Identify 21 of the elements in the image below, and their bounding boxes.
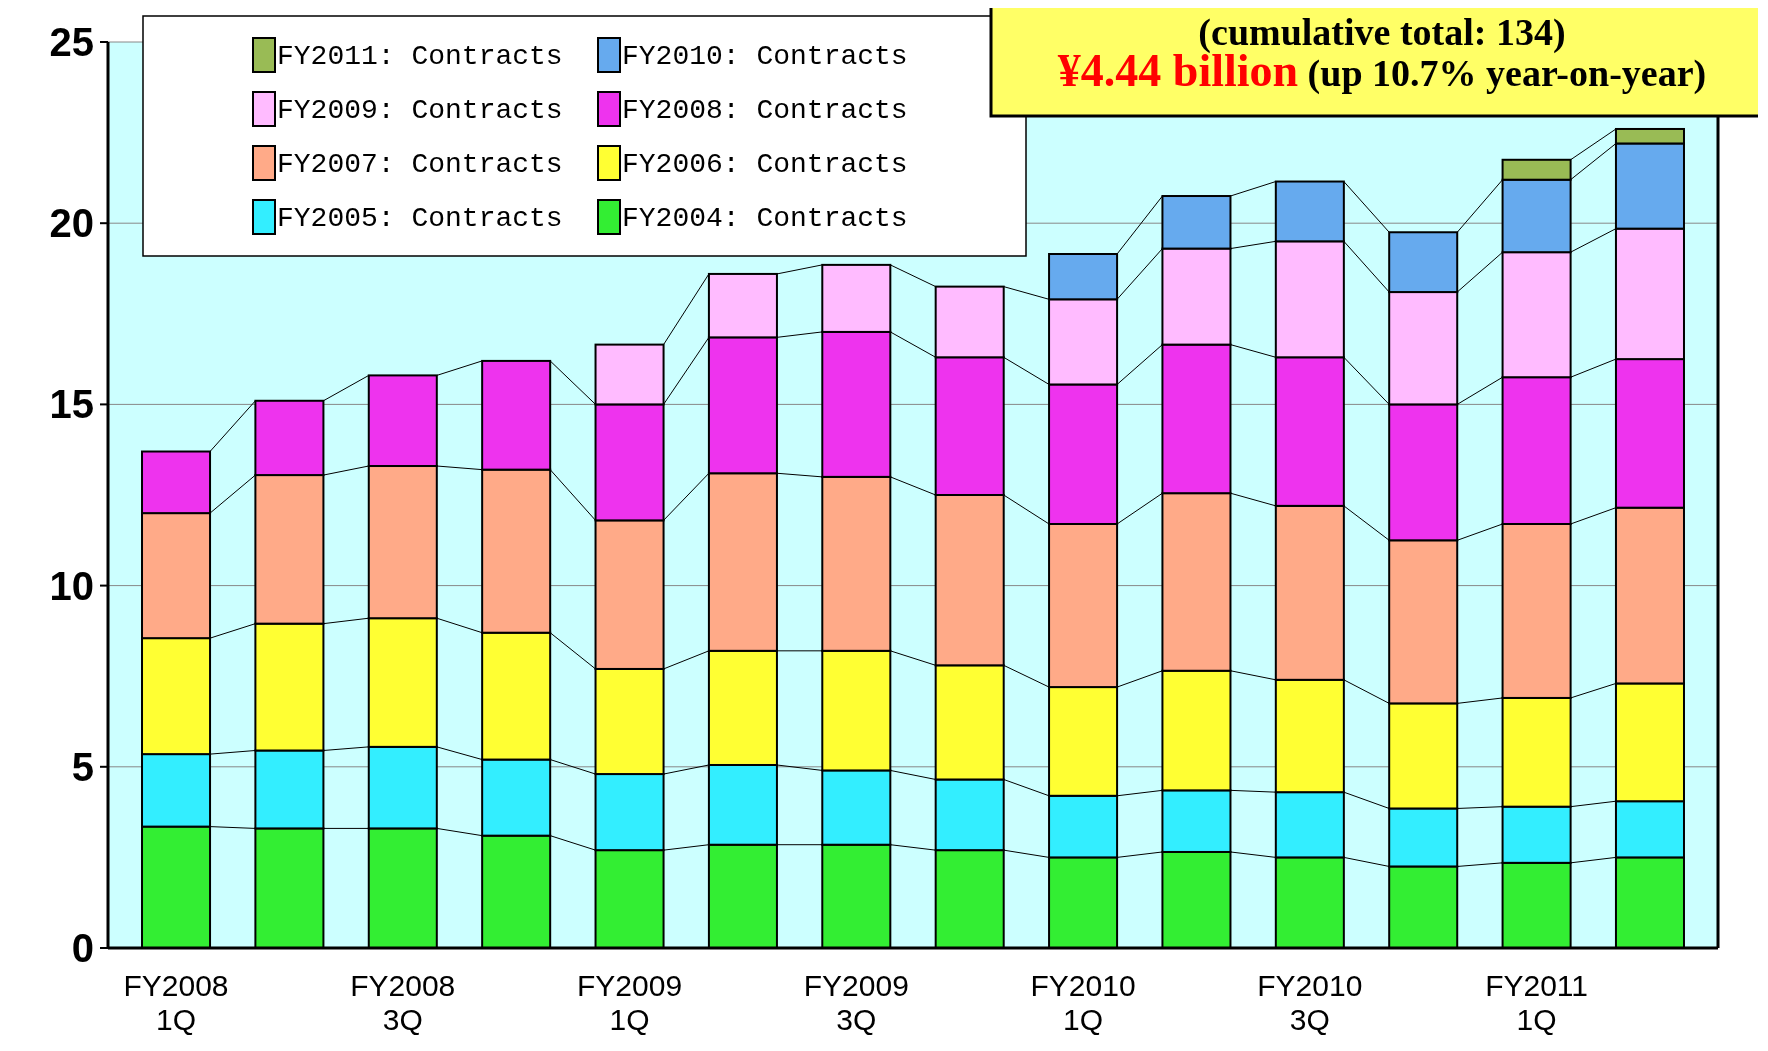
legend-label: FY2009: Contracts	[277, 94, 563, 126]
x-tick-label: FY2009 1Q	[577, 969, 683, 1036]
y-tick-label: 0	[71, 926, 94, 970]
x-tick-label: FY2008 3Q	[350, 969, 456, 1036]
y-tick-label: 5	[71, 744, 94, 789]
legend-label: FY2004: Contracts	[622, 202, 908, 234]
y-tick-label: 25	[49, 20, 94, 64]
x-tick-label: FY2011 1Q	[1485, 969, 1589, 1036]
legend-label: FY2007: Contracts	[277, 148, 563, 180]
y-tick-label: 10	[49, 563, 94, 608]
legend-label: FY2008: Contracts	[622, 94, 908, 126]
x-tick-label: FY2010 1Q	[1030, 969, 1136, 1036]
legend-label: FY2005: Contracts	[277, 202, 563, 234]
y-tick-label: 20	[49, 201, 94, 246]
x-tick-label: FY2008 1Q	[123, 969, 229, 1036]
x-tick-label: FY2010 3Q	[1257, 969, 1363, 1036]
legend-label: FY2011: Contracts	[277, 40, 563, 72]
y-tick-label: 15	[49, 382, 94, 427]
x-tick-label: FY2009 3Q	[803, 969, 909, 1036]
legend-label: FY2006: Contracts	[622, 148, 908, 180]
legend-label: FY2010: Contracts	[622, 40, 908, 72]
